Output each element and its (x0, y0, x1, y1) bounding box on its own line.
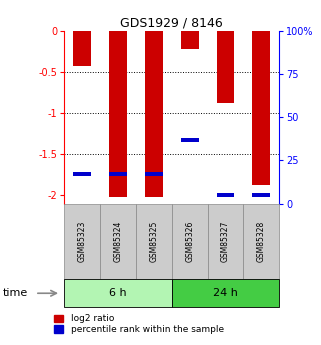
Text: GSM85324: GSM85324 (113, 221, 123, 262)
Bar (217, 31, 234, 102)
Bar (243, 204, 279, 279)
Text: GSM85323: GSM85323 (78, 221, 87, 262)
Bar (181, 138, 199, 142)
Text: GSM85327: GSM85327 (221, 221, 230, 262)
Bar (181, 31, 199, 49)
Text: GSM85325: GSM85325 (149, 221, 158, 262)
Text: GSM85326: GSM85326 (185, 221, 194, 262)
Bar (217, 193, 234, 197)
Bar (252, 31, 270, 185)
Bar (64, 279, 172, 307)
Bar (136, 204, 172, 279)
Text: 6 h: 6 h (109, 288, 127, 298)
Bar (109, 31, 127, 197)
Bar (64, 204, 100, 279)
Text: time: time (3, 288, 29, 298)
Bar (109, 172, 127, 176)
Text: 24 h: 24 h (213, 288, 238, 298)
Bar (145, 172, 163, 176)
Legend: log2 ratio, percentile rank within the sample: log2 ratio, percentile rank within the s… (53, 313, 226, 336)
Bar (73, 31, 91, 66)
Bar (73, 172, 91, 176)
Bar (172, 204, 208, 279)
Title: GDS1929 / 8146: GDS1929 / 8146 (120, 17, 223, 30)
Bar (208, 204, 243, 279)
Bar (100, 204, 136, 279)
Bar (172, 279, 279, 307)
Bar (145, 31, 163, 197)
Bar (252, 193, 270, 197)
Text: GSM85328: GSM85328 (257, 221, 266, 262)
